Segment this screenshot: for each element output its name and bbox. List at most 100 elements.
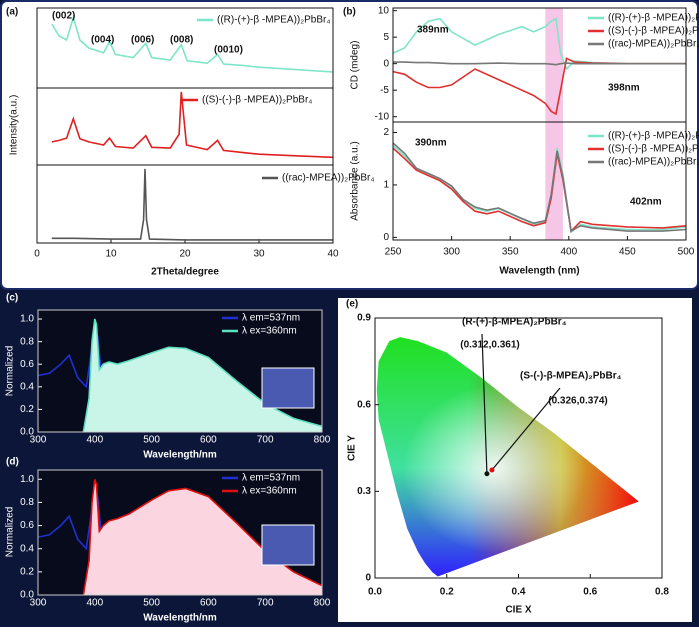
legend-label: ((S)-(-)-β -MPEA))₂PbBr₄ — [608, 26, 699, 37]
y-tick-label: 0.0 — [20, 427, 34, 438]
x-tick-label: 500 — [143, 598, 160, 609]
y-axis-label: Absorbance (a.u.) — [350, 141, 361, 221]
series-line — [51, 168, 333, 241]
plot-frame — [36, 164, 334, 244]
y-tick-label: 0.2 — [20, 404, 34, 415]
point-value-label: (0.312,0.361) — [460, 340, 520, 351]
legend-label: λ em=537nm — [242, 313, 300, 324]
x-axis-label: CIE X — [505, 605, 531, 616]
series-line — [51, 14, 334, 73]
chart-panel: 0.0 0.2 0.4 0.6 0.8 1.0 300 400 500 600 700 800 λ em… — [5, 293, 331, 461]
series-line — [393, 61, 686, 66]
x-tick-label: 0 — [34, 249, 40, 260]
x-tick-label: 0.2 — [440, 587, 454, 598]
legend-label: ((S)-(-)-β -MPEA))₂PbBr₄ — [202, 95, 312, 106]
y-tick-label: 1 — [383, 180, 389, 191]
leader-line — [481, 333, 488, 474]
y-axis-label: CD (mdeg) — [350, 41, 361, 90]
plot-area — [37, 8, 333, 88]
y-tick-label: 0.8 — [20, 336, 34, 347]
y-tick-label: 0 — [383, 232, 389, 243]
photo-inset — [261, 524, 315, 566]
x-tick-label: 10 — [105, 249, 117, 260]
plot-frame — [392, 121, 687, 241]
panel-label: (b) — [343, 7, 356, 18]
annotation: (004) — [91, 35, 114, 46]
annotation: 398nm — [608, 83, 640, 94]
x-tick-label: 300 — [30, 598, 47, 609]
x-axis-label: Wavelength (nm) — [499, 266, 579, 277]
annotation: 402nm — [630, 197, 662, 208]
plot-frame — [37, 309, 323, 433]
annotation: 390nm — [415, 138, 447, 149]
x-tick-label: 500 — [678, 247, 695, 258]
x-tick-label: 20 — [179, 249, 191, 260]
point — [489, 467, 495, 473]
plot-frame — [37, 469, 323, 596]
legend-label: λ ex=360nm — [242, 326, 297, 337]
y-tick-label: 5 — [383, 32, 389, 43]
panel-label: (c) — [6, 293, 18, 304]
x-tick-label: 0.6 — [583, 587, 597, 598]
panel-label: (e) — [346, 299, 358, 310]
x-tick-label: 700 — [257, 435, 274, 446]
legend-label: ((S)-(-)-β -MPEA))₂PbBr₄ — [608, 144, 699, 155]
chart-panel: 0.0 0.2 0.4 0.6 0.8 1.0 300 400 500 600 700 800 λ em… — [5, 457, 331, 624]
x-axis-label: Wavelength/nm — [143, 613, 217, 624]
panel-label: (d) — [6, 457, 19, 468]
chart-panel: ((S)-(-)-β -MPEA))₂PbBr₄ Intensity(a.u.) — [9, 87, 334, 166]
chart-panel: 0 10 20 30 40 ((rac)-MPEA))₂PbBr₄ 2Theta/degre… — [34, 164, 374, 278]
x-tick-label: 40 — [327, 249, 339, 260]
y-tick-label: 0.4 — [20, 543, 34, 554]
series-line — [51, 91, 334, 159]
series-area — [83, 479, 323, 595]
chart-panel: -10 -5 0 5 10 ((R)-(+)-β -MPEA))₂PbBr₄ ((S)-(-… — [343, 5, 699, 123]
y-tick-label: 0.4 — [20, 381, 34, 392]
x-tick-label: 350 — [502, 247, 519, 258]
series-line — [392, 17, 686, 71]
y-tick-label: 0.6 — [20, 520, 34, 531]
series-name: (S-(-)-β-MPEA)₂PbBr₄ — [520, 371, 622, 382]
x-tick-label: 300 — [443, 247, 460, 258]
x-axis-label: Wavelength/nm — [143, 450, 217, 461]
legend-label: ((R)-(+)-β -MPEA))₂PbBr₄ — [217, 15, 330, 26]
label-box — [516, 364, 684, 388]
y-tick-label: 0.2 — [20, 566, 34, 577]
x-tick-label: 600 — [200, 598, 217, 609]
point-value-label: (0.326,0.374) — [548, 396, 608, 407]
x-tick-label: 250 — [385, 247, 402, 258]
annotation: (006) — [131, 35, 154, 46]
x-tick-label: 700 — [257, 598, 274, 609]
label-box — [458, 310, 626, 334]
legend-label: ((rac)-MPEA))₂PbBr₄ — [608, 39, 699, 50]
y-tick-label: 1.0 — [20, 474, 34, 485]
series-line — [82, 318, 323, 433]
y-axis-label: Normalized — [5, 346, 16, 397]
y-axis-label: Intensity(a.u.) — [9, 95, 20, 156]
y-tick-label: 2 — [383, 127, 389, 138]
cie-locus — [376, 337, 639, 577]
x-tick-label: 400 — [86, 598, 103, 609]
y-tick-label: 0.0 — [20, 590, 34, 601]
x-tick-label: 600 — [200, 435, 217, 446]
legend-label: ((R)-(+)-β -MPEA))₂PbBr₄ — [608, 13, 699, 24]
plot-frame — [374, 317, 663, 579]
plot-area — [37, 165, 333, 243]
x-tick-label: 0.4 — [512, 587, 526, 598]
chart-panel: 0 0.3 0.6 0.9 0.0 0.2 0.4 0.6 0.8 (0.312,0.361) (R… — [346, 299, 684, 616]
chart-panel: 0 1 2 250 300 350 400 450 500 ((R)-(+)-β -MPEA))₂… — [350, 121, 699, 277]
photo-inset — [261, 367, 315, 409]
series-line — [392, 57, 686, 116]
y-tick-label: 0.3 — [357, 486, 371, 497]
leader-line — [491, 387, 561, 471]
legend-label: λ em=537nm — [242, 473, 300, 484]
point — [484, 471, 490, 477]
legend-label: ((R)-(+)-β -MPEA))₂PbBr₄ — [608, 131, 699, 142]
y-tick-label: 0 — [365, 573, 371, 584]
y-tick-label: 0 — [383, 58, 389, 69]
x-tick-label: 500 — [143, 435, 160, 446]
y-tick-label: 0.6 — [20, 359, 34, 370]
series-line — [392, 142, 687, 233]
x-tick-label: 450 — [619, 247, 636, 258]
